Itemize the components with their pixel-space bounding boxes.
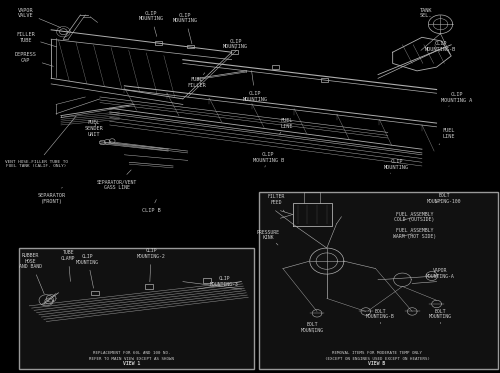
Text: VIEW B: VIEW B bbox=[368, 361, 386, 366]
Text: VIEW 1: VIEW 1 bbox=[123, 361, 140, 366]
Text: REPLACEMENT FOR 60L AND 100 NO.: REPLACEMENT FOR 60L AND 100 NO. bbox=[93, 351, 170, 355]
Text: RUBBER
HOSE
AND BAND: RUBBER HOSE AND BAND bbox=[19, 253, 44, 294]
Text: TUBE
CLAMP: TUBE CLAMP bbox=[61, 250, 76, 282]
Text: PRESSURE
KINK: PRESSURE KINK bbox=[257, 230, 280, 245]
Text: CLIP
MOUNTING: CLIP MOUNTING bbox=[242, 70, 268, 101]
Text: FUEL
SENDER
UNIT: FUEL SENDER UNIT bbox=[84, 120, 103, 137]
Text: FILTER
FEED: FILTER FEED bbox=[268, 194, 285, 212]
Text: TANK
SEL.: TANK SEL. bbox=[420, 8, 434, 24]
Text: CLIP
MOUNTING B: CLIP MOUNTING B bbox=[252, 152, 284, 167]
Text: CLIP B: CLIP B bbox=[142, 200, 161, 213]
Text: SEPARATOR
(FRONT): SEPARATOR (FRONT) bbox=[38, 187, 66, 204]
Text: CLIP
MOUNTING-3: CLIP MOUNTING-3 bbox=[210, 276, 238, 293]
Text: CLIP
MOUNTING: CLIP MOUNTING bbox=[173, 13, 198, 44]
Text: FUEL ASSEMBLY
COLD (OUTSIDE): FUEL ASSEMBLY COLD (OUTSIDE) bbox=[394, 212, 434, 222]
Text: FUEL
FILLER: FUEL FILLER bbox=[187, 73, 206, 88]
Text: FUEL
LINE: FUEL LINE bbox=[280, 119, 292, 134]
Text: FUEL
LINE: FUEL LINE bbox=[439, 128, 455, 145]
Text: SEPARATOR/VENT
GASS LINE: SEPARATOR/VENT GASS LINE bbox=[97, 170, 137, 190]
Text: FUEL ASSEMBLY
WARM (HOT SIDE): FUEL ASSEMBLY WARM (HOT SIDE) bbox=[393, 228, 436, 238]
Text: VAPOR
VALVE: VAPOR VALVE bbox=[18, 8, 61, 28]
Text: CLIP
MOUNTING-B: CLIP MOUNTING-B bbox=[425, 41, 456, 52]
Text: CLIP
MOUNTING: CLIP MOUNTING bbox=[76, 254, 99, 288]
Text: VAPOR
MOUNTING-A: VAPOR MOUNTING-A bbox=[426, 268, 455, 279]
Bar bbox=[230, 50, 237, 54]
Bar bbox=[258, 192, 498, 369]
Bar bbox=[155, 41, 162, 45]
Text: FILLER
TUBE: FILLER TUBE bbox=[16, 32, 57, 47]
Text: CLIP
MOUNTING A: CLIP MOUNTING A bbox=[442, 93, 472, 106]
Text: CLIP
MOUNTING: CLIP MOUNTING bbox=[384, 160, 409, 173]
Text: REMOVAL ITEMS FOR MODERATE TEMP ONLY: REMOVAL ITEMS FOR MODERATE TEMP ONLY bbox=[332, 351, 422, 355]
Text: BOLT
MOUNTING: BOLT MOUNTING bbox=[429, 309, 452, 324]
Bar bbox=[321, 78, 328, 82]
Bar bbox=[145, 284, 152, 289]
Text: CLIP
MOUNTING-2: CLIP MOUNTING-2 bbox=[137, 248, 166, 282]
Text: VENT HOSE-FILLER TUBE TO
FUEL TANK (CALIF. ONLY): VENT HOSE-FILLER TUBE TO FUEL TANK (CALI… bbox=[5, 116, 76, 169]
Text: REFER TO MAIN VIEW EXCEPT AS SHOWN: REFER TO MAIN VIEW EXCEPT AS SHOWN bbox=[89, 357, 174, 361]
Text: (EXCEPT ON ENGINES USED EXCEPT ON HEATERS): (EXCEPT ON ENGINES USED EXCEPT ON HEATER… bbox=[324, 357, 430, 361]
Bar bbox=[20, 248, 254, 369]
Bar bbox=[187, 45, 194, 48]
Bar bbox=[204, 278, 211, 283]
Bar bbox=[272, 65, 279, 69]
Text: BOLT
MOUNTING-100: BOLT MOUNTING-100 bbox=[426, 194, 461, 204]
Bar bbox=[91, 291, 99, 295]
Text: BOLT
MOUNTING-B: BOLT MOUNTING-B bbox=[366, 309, 395, 324]
Text: CLIP
MOUNTING: CLIP MOUNTING bbox=[223, 39, 248, 49]
Text: BOLT
MOUNTING: BOLT MOUNTING bbox=[300, 322, 324, 333]
Text: DEPRESS
CAP: DEPRESS CAP bbox=[15, 53, 54, 66]
Text: CLIP
MOUNTING: CLIP MOUNTING bbox=[138, 11, 164, 37]
